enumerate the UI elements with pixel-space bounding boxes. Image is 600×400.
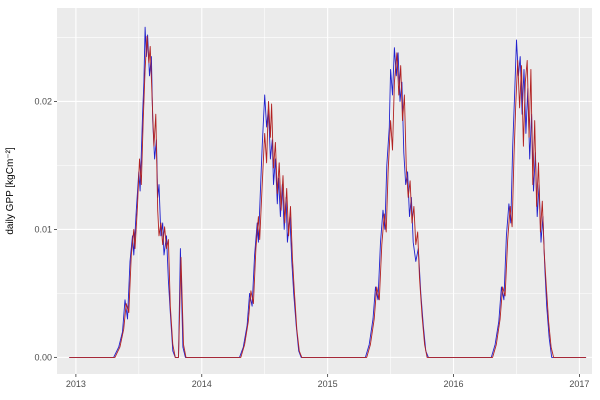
- plot-panel-layer: [57, 8, 592, 374]
- y-tick-label: 0.02: [34, 96, 52, 106]
- series-line-series_1_blue: [69, 26, 587, 358]
- axis-layer: 2013 2014 2015 2016 2017 0.00 0.01 0.02: [34, 96, 589, 389]
- y-tick-label: 0.00: [34, 352, 52, 362]
- plot-panel: [57, 8, 592, 374]
- series-layer: [69, 26, 587, 358]
- x-tick-label: 2016: [444, 379, 464, 389]
- series-line-series_2_red: [69, 35, 587, 358]
- x-tick-label: 2015: [318, 379, 338, 389]
- y-tick-label: 0.01: [34, 224, 52, 234]
- x-tick-label: 2014: [192, 379, 212, 389]
- x-tick-label: 2017: [569, 379, 589, 389]
- y-axis-title: daily GPP [kgCm⁻²]: [5, 147, 16, 235]
- x-tick-label: 2013: [66, 379, 86, 389]
